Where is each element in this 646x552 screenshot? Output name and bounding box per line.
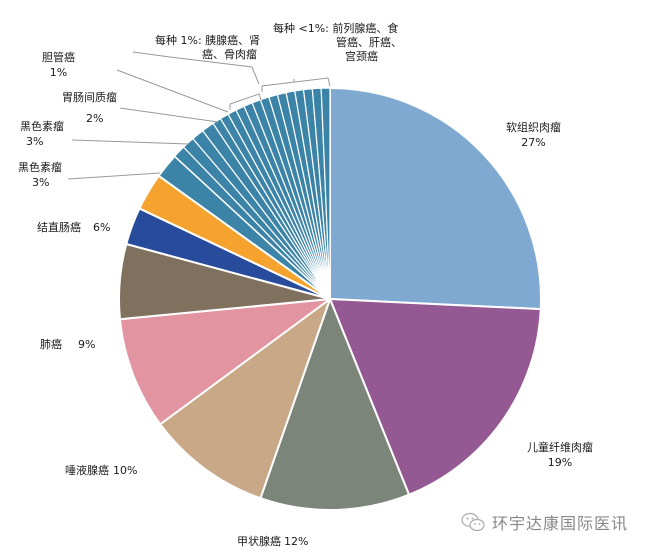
label-name: 软组织肉瘤	[506, 121, 561, 134]
label-name: 唾液腺癌	[65, 464, 109, 477]
bracket-group-1pct	[229, 93, 262, 110]
label-name: 胆管癌	[42, 51, 75, 64]
leader-cholangio	[116, 69, 229, 113]
label-name: 儿童纤维肉瘤	[527, 441, 593, 454]
label-pct: 12%	[284, 535, 309, 548]
label-line: 管癌、肝癌、	[336, 36, 402, 49]
label-pct: 19%	[547, 456, 573, 469]
label-line: 宫颈癌	[345, 50, 378, 63]
label-pct: 6%	[93, 221, 111, 234]
label-pct: 9%	[78, 338, 96, 351]
label-pct: 27%	[521, 136, 546, 149]
label-salivary: 唾液腺癌 10%	[65, 463, 137, 478]
label-melanoma-orange: 黑色素瘤 3%	[20, 119, 64, 149]
label-pct: 10%	[113, 464, 138, 477]
leader-melanoma-blue	[67, 172, 161, 180]
label-name: 胃肠间质瘤	[62, 91, 117, 104]
bracket-group-lt1pct	[261, 77, 331, 92]
watermark: 环宇达康国际医讯	[460, 510, 628, 534]
pie-slice	[329, 87, 542, 311]
label-infantile-fibrosarcoma: 儿童纤维肉瘤 19%	[527, 440, 593, 470]
label-name: 黑色素瘤	[20, 120, 64, 133]
pie-slice	[259, 298, 410, 512]
label-soft-tissue-sarcoma: 软组织肉瘤 27%	[506, 120, 561, 150]
pie-slice	[320, 87, 331, 300]
label-gist: 胃肠间质瘤 2%	[62, 87, 117, 129]
watermark-text: 环宇达康国际医讯	[492, 514, 629, 533]
label-line: 癌、骨肉瘤	[202, 48, 257, 61]
label-pct: 1%	[49, 66, 68, 79]
label-thyroid: 甲状腺癌 12%	[237, 534, 308, 549]
pie-slice	[159, 298, 331, 500]
label-pct: 2%	[86, 112, 104, 125]
leader-group-1pct	[132, 51, 260, 85]
pie-slice	[329, 298, 542, 496]
pie-slice	[118, 298, 331, 426]
pie-slices	[118, 87, 542, 512]
label-colorectal: 结直肠癌 6%	[37, 220, 110, 235]
label-lung: 肺癌 9%	[40, 337, 95, 352]
label-name: 肺癌	[40, 338, 62, 351]
label-group-lt1pct: 每种 <1%: 前列腺癌、食 管癌、肝癌、 宫颈癌	[273, 22, 402, 64]
label-name: 结直肠癌	[37, 221, 81, 234]
leader-lines	[67, 51, 331, 180]
leader-melanoma-orange	[71, 139, 189, 145]
label-cholangiocarcinoma: 胆管癌 1%	[42, 50, 75, 80]
label-group-1pct: 每种 1%: 胰腺癌、肾 癌、骨肉瘤	[155, 34, 260, 62]
leader-gist	[119, 107, 219, 123]
wechat-icon	[461, 512, 485, 532]
label-line: 每种 <1%: 前列腺癌、食	[273, 22, 399, 35]
label-line: 每种 1%: 胰腺癌、肾	[155, 34, 261, 47]
label-name: 甲状腺癌	[237, 535, 281, 548]
label-pct: 3%	[32, 176, 50, 189]
label-name: 黑色素瘤	[18, 161, 62, 174]
label-pct: 3%	[26, 135, 44, 148]
label-melanoma-blue: 黑色素瘤 3%	[18, 160, 62, 190]
